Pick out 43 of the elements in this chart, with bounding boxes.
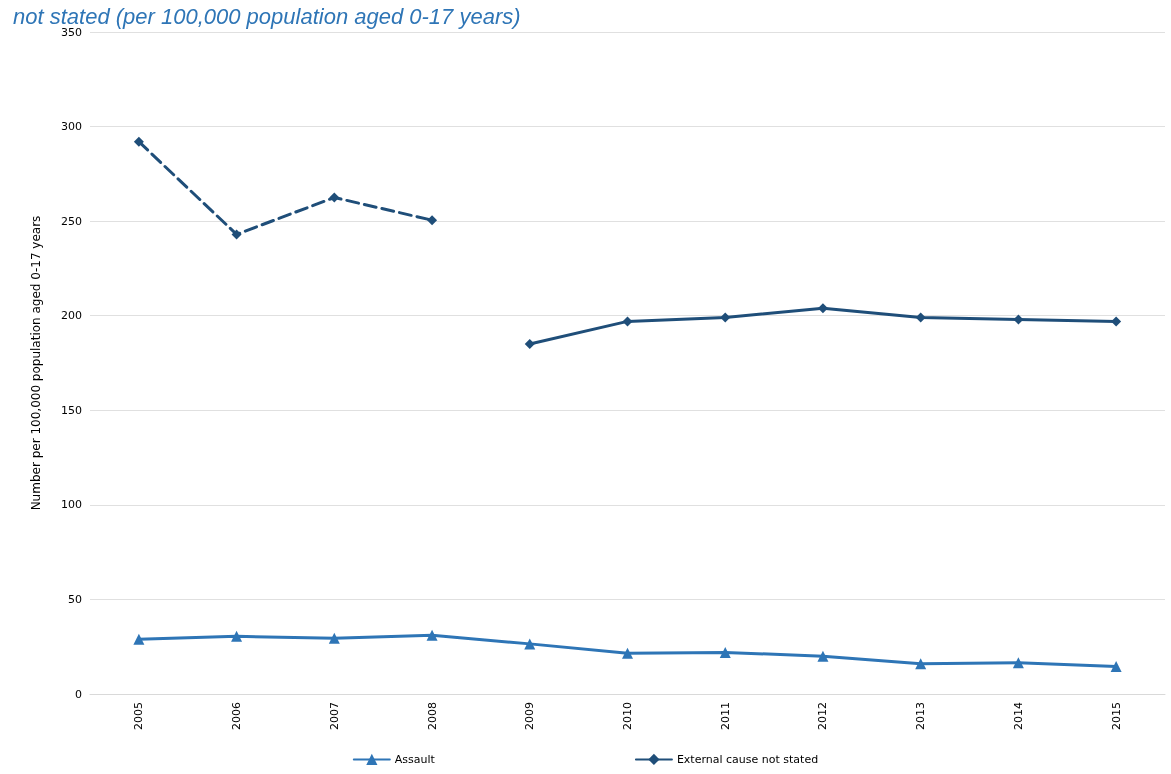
y-tick-label: 300: [61, 120, 82, 134]
point: [133, 136, 144, 147]
x-tick-label: 2006: [230, 702, 244, 730]
x-tick-label: 2007: [327, 702, 341, 730]
point: [329, 192, 340, 203]
point: [622, 647, 633, 659]
y-axis-title: Number per 100,000 population aged 0-17 years: [29, 215, 43, 511]
point: [328, 632, 340, 644]
x-tick-label: 2011: [718, 702, 732, 730]
x-tick-label: 2010: [621, 702, 634, 730]
x-tick-label: 2013: [914, 702, 928, 730]
y-tick-label: 250: [61, 214, 82, 228]
point: [231, 229, 242, 240]
point: [719, 646, 731, 658]
point: [426, 629, 438, 641]
point: [133, 633, 145, 645]
point: [1012, 657, 1024, 669]
y-tick-label: 0: [75, 687, 82, 701]
legend-label: Assault: [394, 752, 436, 766]
point: [1013, 314, 1024, 325]
point: [817, 303, 828, 314]
y-tick-label: 200: [61, 309, 82, 323]
x-tick-label: 2008: [425, 702, 439, 730]
point: [1110, 661, 1122, 673]
y-tick-label: 150: [61, 403, 82, 417]
x-tick-label: 2015: [1109, 702, 1123, 730]
point: [915, 658, 927, 670]
point: [915, 312, 926, 323]
x-tick-label: 2014: [1011, 702, 1025, 730]
point: [1111, 316, 1122, 327]
point: [427, 215, 438, 226]
x-tick-label: 2009: [523, 702, 537, 730]
x-tick-label: 2005: [132, 702, 146, 730]
point: [524, 339, 535, 350]
y-tick-label: 50: [68, 592, 82, 606]
y-tick-label: 100: [61, 498, 82, 512]
point: [622, 316, 633, 327]
point: [720, 312, 731, 323]
point: [231, 630, 243, 642]
x-tick-label: 2012: [816, 702, 830, 730]
point: [817, 650, 829, 662]
legend-label: External cause not stated: [676, 752, 819, 766]
point: [524, 638, 536, 650]
